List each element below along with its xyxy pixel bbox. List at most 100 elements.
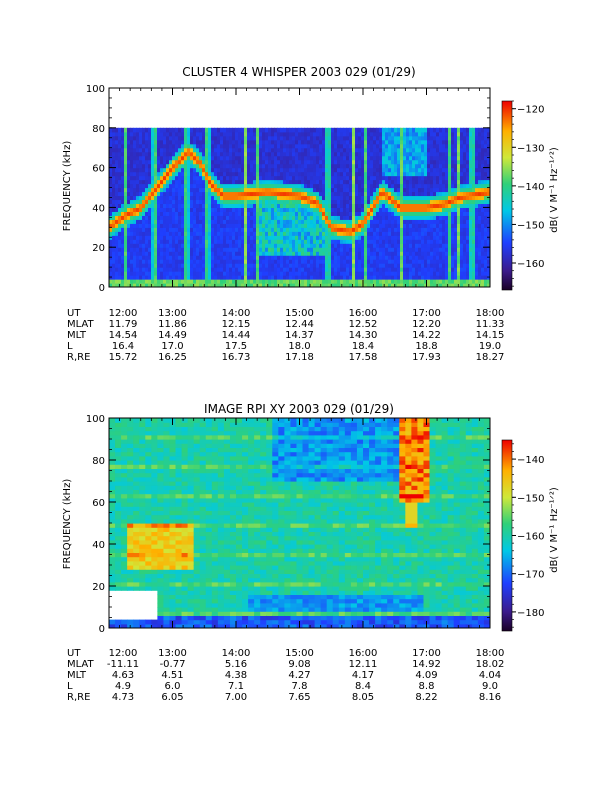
cluster-spectrogram-cell [265,255,269,260]
cluster-spectrogram-cell [439,135,443,141]
cluster-spectrogram-cell [115,183,119,189]
cluster-spectrogram-cell [262,243,266,248]
cluster-spectrogram-cell [301,219,305,224]
cluster-spectrogram-cell [328,207,332,212]
cluster-spectrogram-cell [412,263,416,268]
cluster-spectrogram-cell [154,195,158,201]
cluster-spectrogram-cell [151,251,155,256]
cluster-spectrogram-cell [286,251,290,256]
cluster-spectrogram-cell [424,183,428,189]
cluster-spectrogram-cell [358,279,362,284]
cluster-spectrogram-cell [160,279,164,284]
cluster-spectrogram-cell [427,171,431,177]
cluster-spectrogram-cell [448,143,452,149]
cluster-spectrogram-cell [151,259,155,264]
cluster-spectrogram-cell [223,211,227,216]
cluster-spectrogram-cell [190,263,194,268]
cluster-spectrogram-cell [148,155,152,161]
cluster-spectrogram-cell [463,159,467,165]
cluster-spectrogram-cell [328,143,332,149]
cluster-spectrogram-cell [154,215,158,220]
cluster-spectrogram-cell [274,251,278,256]
cluster-spectrogram-cell [178,271,182,276]
cluster-spectrogram-cell [133,199,137,205]
cluster-spectrogram-column [388,127,392,287]
cluster-spectrogram-cell [205,215,209,220]
cluster-spectrogram-cell [247,151,251,157]
cluster-spectrogram-cell [283,211,287,216]
cluster-spectrogram-cell [271,231,275,236]
cluster-spectrogram-cell [457,279,461,284]
cluster-spectrogram-cell [424,227,428,232]
cluster-spectrogram-cell [361,243,365,248]
cluster-spectrogram-cell [118,131,122,137]
cluster-spectrogram-cell [166,135,170,141]
cluster-spectrogram-cell [181,199,185,205]
cluster-spectrogram-cell [292,251,296,256]
cluster-spectrogram-cell [121,139,125,145]
cluster-spectrogram-cell [430,175,434,181]
cluster-spectrogram-cell [415,163,419,169]
cluster-spectrogram-cell [187,155,191,161]
cluster-spectrogram-cell [403,271,407,276]
cluster-spectrogram-cell [253,247,257,252]
cluster-spectrogram-cell [412,135,416,141]
cluster-spectrogram-cell [466,171,470,177]
cluster-spectrogram-cell [202,159,206,165]
cluster-spectrogram-cell [274,215,278,220]
cluster-spectrogram-cell [235,155,239,161]
cluster-spectrogram-cell [394,243,398,248]
cluster-spectrogram-cell [307,163,311,169]
cluster-spectrogram-cell [448,127,452,133]
cluster-spectrogram-cell [247,147,251,153]
cluster-spectrogram-cell [406,231,410,236]
cluster-spectrogram-column [343,127,347,287]
cluster-spectrogram-cell [232,151,236,157]
cluster-spectrogram-cell [421,207,425,212]
cluster-spectrogram-cell [136,275,140,280]
cluster-spectrogram-cell [226,143,230,149]
cluster-spectrogram-cell [220,187,224,193]
cluster-spectrogram-cell [271,271,275,276]
cluster-spectrogram-cell [145,187,149,193]
cluster-spectrogram-cell [166,155,170,161]
cluster-spectrogram-cell [271,195,275,201]
cluster-spectrogram-cell [244,179,248,185]
cluster-spectrogram-cell [274,235,278,240]
cluster-spectrogram-cell [400,271,404,276]
cluster-spectrogram-cell [145,159,149,165]
cluster-spectrogram-cell [343,255,347,260]
cluster-spectrogram-cell [277,167,281,173]
cluster-spectrogram-cell [334,203,338,208]
cluster-spectrogram-cell [286,167,290,173]
cluster-spectrogram-cell [268,131,272,137]
cluster-spectrogram-cell [334,243,338,248]
cluster-spectrogram-cell [391,195,395,201]
cluster-spectrogram-cell [112,251,116,256]
cluster-spectrogram-cell [109,151,113,157]
cluster-spectrogram-cell [325,215,329,220]
cluster-spectrogram-cell [169,167,173,173]
cluster-spectrogram-cell [448,267,452,272]
cluster-spectrogram-cell [112,247,116,252]
cluster-spectrogram-cell [364,243,368,248]
cluster-spectrogram-cell [349,251,353,256]
cluster-spectrogram-cell [130,247,134,252]
cluster-spectrogram-cell [442,131,446,137]
cluster-spectrogram-column [298,127,302,287]
cluster-spectrogram-cell [235,259,239,264]
cluster-spectrogram-cell [346,187,350,193]
cluster-spectrogram-cell [187,271,191,276]
cluster-spectrogram-cell [193,223,197,228]
cluster-spectrogram-cell [358,179,362,185]
cluster-spectrogram-cell [178,171,182,177]
cluster-spectrogram-cell [193,231,197,236]
cluster-spectrogram-cell [472,163,476,169]
cluster-spectrogram-cell [130,143,134,149]
cluster-spectrogram-cell [451,223,455,228]
cluster-spectrogram-cell [220,263,224,268]
cluster-spectrogram-cell [133,163,137,169]
cluster-spectrogram-cell [220,223,224,228]
cluster-spectrogram-cell [442,203,446,208]
cluster-spectrogram-cell [412,215,416,220]
